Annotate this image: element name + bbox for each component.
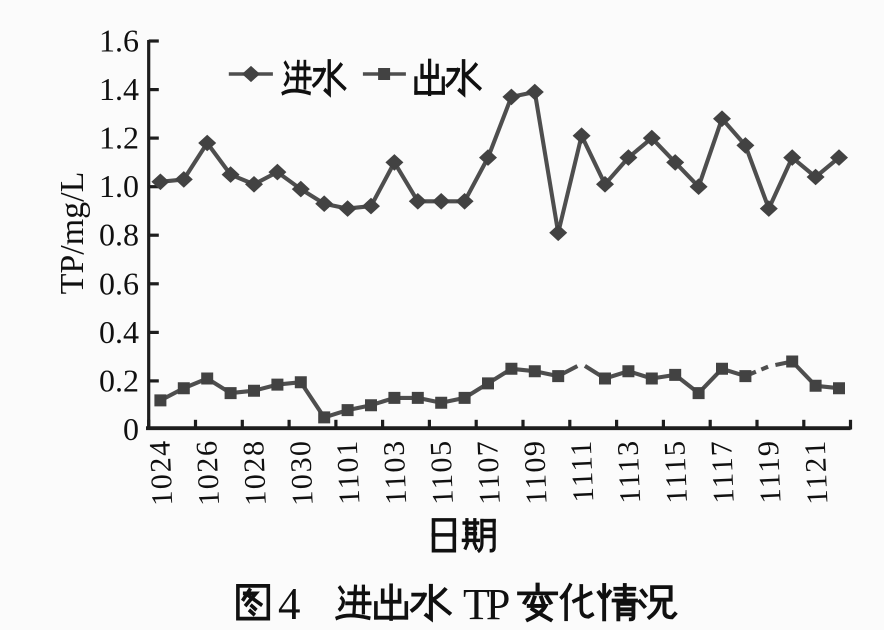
svg-text:4: 4 bbox=[278, 579, 301, 629]
svg-text:1.6: 1.6 bbox=[99, 23, 139, 59]
svg-text:1028: 1028 bbox=[237, 439, 273, 507]
svg-text:1107: 1107 bbox=[471, 439, 507, 506]
svg-text:1.2: 1.2 bbox=[99, 120, 139, 156]
svg-text:1115: 1115 bbox=[658, 439, 694, 505]
svg-text:0.8: 0.8 bbox=[99, 217, 139, 253]
svg-text:0: 0 bbox=[123, 411, 139, 447]
svg-text:1026: 1026 bbox=[190, 439, 226, 507]
svg-text:1111: 1111 bbox=[565, 439, 601, 503]
svg-text:0.2: 0.2 bbox=[99, 362, 139, 398]
svg-text:TP/mg/L: TP/mg/L bbox=[54, 172, 91, 295]
svg-text:1.0: 1.0 bbox=[99, 168, 139, 204]
svg-text:TP: TP bbox=[463, 580, 509, 629]
svg-text:0.6: 0.6 bbox=[99, 265, 139, 301]
svg-text:1030: 1030 bbox=[284, 439, 320, 507]
svg-text:1024: 1024 bbox=[143, 439, 179, 507]
svg-text:1113: 1113 bbox=[611, 439, 647, 505]
svg-text:1121: 1121 bbox=[799, 439, 835, 506]
svg-text:1103: 1103 bbox=[377, 439, 413, 506]
svg-text:1105: 1105 bbox=[424, 439, 460, 506]
svg-text:1109: 1109 bbox=[518, 439, 554, 506]
svg-text:1119: 1119 bbox=[752, 439, 788, 505]
svg-text:1101: 1101 bbox=[331, 439, 367, 506]
svg-text:1.4: 1.4 bbox=[99, 71, 139, 107]
svg-text:0.4: 0.4 bbox=[99, 314, 139, 350]
svg-text:1117: 1117 bbox=[705, 439, 741, 505]
